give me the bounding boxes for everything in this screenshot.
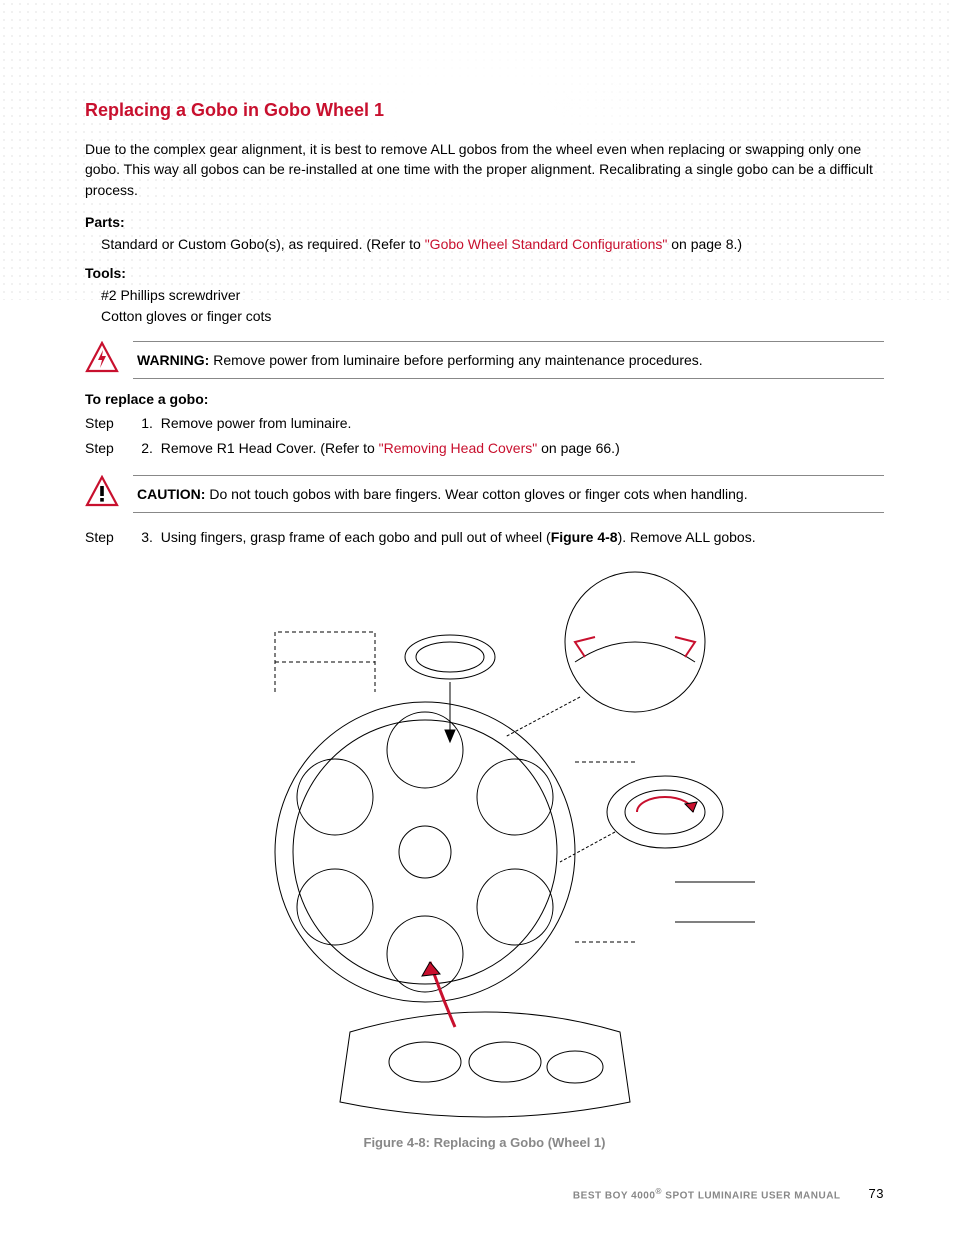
step3-pre: Using fingers, grasp frame of each gobo … xyxy=(161,529,551,545)
step-link[interactable]: "Removing Head Covers" xyxy=(379,440,538,456)
caution-exclaim-icon xyxy=(85,475,119,509)
step-word: Step xyxy=(85,525,129,550)
footer-title-pre: BEST BOY 4000 xyxy=(573,1190,655,1201)
procedure-heading: To replace a gobo: xyxy=(85,391,884,407)
section-heading: Replacing a Gobo in Gobo Wheel 1 xyxy=(85,100,884,121)
step-word: Step xyxy=(85,411,129,436)
parts-link[interactable]: "Gobo Wheel Standard Configurations" xyxy=(425,236,668,252)
figure-svg xyxy=(205,562,765,1122)
step-text-post: on page 66.) xyxy=(537,440,620,456)
step-word: Step xyxy=(85,436,129,461)
step-text-pre: Remove R1 Head Cover. (Refer to xyxy=(161,440,379,456)
page-content: Replacing a Gobo in Gobo Wheel 1 Due to … xyxy=(0,0,954,1190)
warning-lightning-icon xyxy=(85,341,119,375)
footer-title-post: SPOT LUMINAIRE USER MANUAL xyxy=(662,1190,841,1201)
parts-text: Standard or Custom Gobo(s), as required.… xyxy=(101,234,884,255)
parts-text-post: on page 8.) xyxy=(667,236,742,252)
warning-label: WARNING: xyxy=(137,352,209,368)
step-3: Step 3. Using fingers, grasp frame of ea… xyxy=(85,525,884,550)
step-num: 1. xyxy=(133,411,153,436)
parts-label: Parts: xyxy=(85,214,884,230)
caution-text: Do not touch gobos with bare fingers. We… xyxy=(205,486,747,502)
tools-list: #2 Phillips screwdriver Cotton gloves or… xyxy=(101,285,884,327)
caution-callout: CAUTION: Do not touch gobos with bare fi… xyxy=(85,475,884,513)
step3-post: ). Remove ALL gobos. xyxy=(618,529,756,545)
figure-4-8: Figure 4-8: Replacing a Gobo (Wheel 1) xyxy=(85,562,884,1150)
warning-text: Remove power from luminaire before perfo… xyxy=(209,352,702,368)
intro-paragraph: Due to the complex gear alignment, it is… xyxy=(85,139,884,200)
tools-line: #2 Phillips screwdriver xyxy=(101,285,884,306)
parts-text-pre: Standard or Custom Gobo(s), as required.… xyxy=(101,236,425,252)
step-num: 2. xyxy=(133,436,153,461)
step3-figref: Figure 4-8 xyxy=(551,529,618,545)
warning-callout: WARNING: Remove power from luminaire bef… xyxy=(85,341,884,379)
caution-box: CAUTION: Do not touch gobos with bare fi… xyxy=(133,475,884,513)
tools-line: Cotton gloves or finger cots xyxy=(101,306,884,327)
step-2: Step 2. Remove R1 Head Cover. (Refer to … xyxy=(85,436,884,461)
warning-box: WARNING: Remove power from luminaire bef… xyxy=(133,341,884,379)
caution-label: CAUTION: xyxy=(137,486,205,502)
tools-label: Tools: xyxy=(85,265,884,281)
step-num: 3. xyxy=(133,525,153,550)
step-1: Step 1. Remove power from luminaire. xyxy=(85,411,884,436)
figure-caption: Figure 4-8: Replacing a Gobo (Wheel 1) xyxy=(85,1135,884,1150)
step-text: Remove power from luminaire. xyxy=(161,415,352,431)
